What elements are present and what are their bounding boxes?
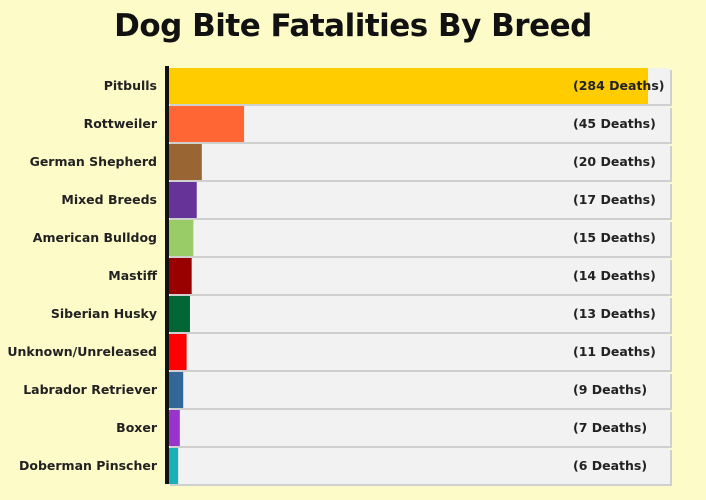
bar-doberman-pinscher xyxy=(168,448,179,484)
category-label: Mixed Breeds xyxy=(61,192,157,207)
bar-siberian-husky xyxy=(168,296,190,332)
bar-pitbulls xyxy=(168,68,649,104)
category-label: Labrador Retriever xyxy=(23,382,158,397)
bar-track xyxy=(168,410,670,446)
bar-rottweiler xyxy=(168,106,245,142)
bar-track xyxy=(168,296,670,332)
category-label: Siberian Husky xyxy=(51,306,157,321)
bar-track xyxy=(168,372,670,408)
value-label: (6 Deaths) xyxy=(573,458,647,473)
category-label: Mastiff xyxy=(108,268,158,283)
bar-track xyxy=(168,334,670,370)
category-label: German Shepherd xyxy=(30,154,157,169)
bar-unknown-unreleased xyxy=(168,334,187,370)
value-label: (9 Deaths) xyxy=(573,382,647,397)
chart-title: Dog Bite Fatalities By Breed xyxy=(114,8,592,44)
bar-boxer xyxy=(168,410,180,446)
bar-track xyxy=(168,182,670,218)
bar-labrador-retriever xyxy=(168,372,184,408)
value-label: (13 Deaths) xyxy=(573,306,656,321)
category-label: Unknown/Unreleased xyxy=(7,344,157,359)
bar-track xyxy=(168,448,670,484)
value-label: (7 Deaths) xyxy=(573,420,647,435)
bar-track xyxy=(168,106,670,142)
value-label: (45 Deaths) xyxy=(573,116,656,131)
value-label: (14 Deaths) xyxy=(573,268,656,283)
category-label: Rottweiler xyxy=(84,116,158,131)
category-label: Pitbulls xyxy=(104,78,157,93)
value-label: (20 Deaths) xyxy=(573,154,656,169)
bar-american-bulldog xyxy=(168,220,194,256)
bar-mastiff xyxy=(168,258,192,294)
value-label: (15 Deaths) xyxy=(573,230,656,245)
bar-track xyxy=(168,258,670,294)
bar-mixed-breeds xyxy=(168,182,197,218)
bar-german-shepherd xyxy=(168,144,202,180)
bar-track xyxy=(168,220,670,256)
category-label: Boxer xyxy=(116,420,158,435)
category-label: American Bulldog xyxy=(33,230,157,245)
value-label: (284 Deaths) xyxy=(573,78,664,93)
value-label: (11 Deaths) xyxy=(573,344,656,359)
category-label: Doberman Pinscher xyxy=(19,458,158,473)
bar-track xyxy=(168,144,670,180)
value-label: (17 Deaths) xyxy=(573,192,656,207)
